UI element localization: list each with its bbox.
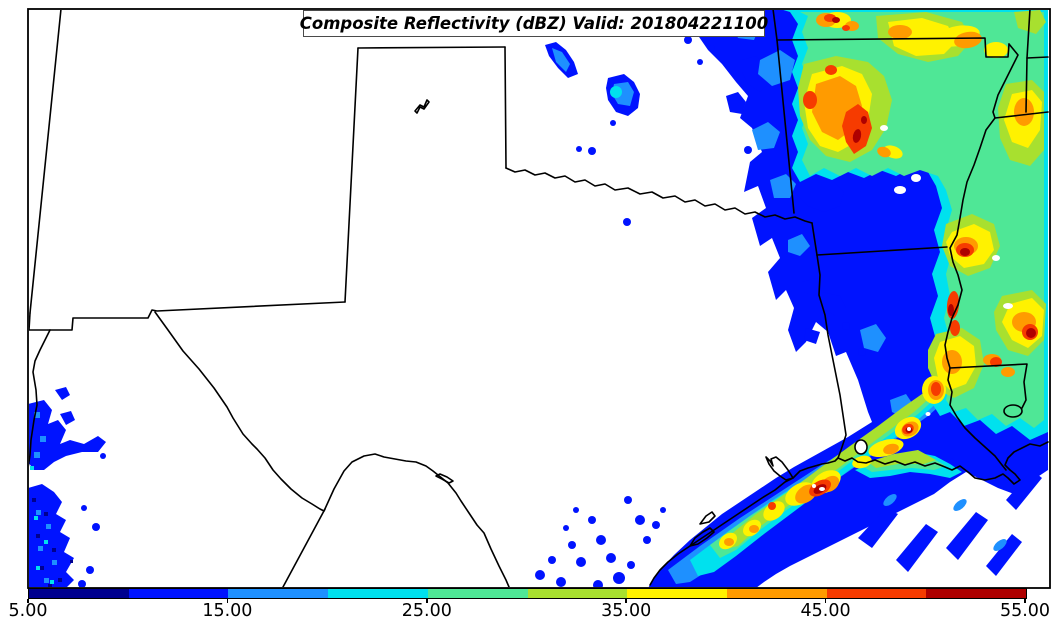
border-tx-panhandle-north [357,46,506,49]
river-mississippi [944,43,1019,471]
colorbar-tick-label: 35.00 [601,601,652,621]
colorbar [28,588,1027,599]
border-mx-chih-coah [282,508,326,587]
river-rio-grande [154,311,510,587]
title-box: Composite Reflectivity (dBZ) Valid: 2018… [300,10,768,37]
colorbar-segment-4 [328,589,428,598]
colorbar-segment-5 [427,589,528,598]
plot-title: Composite Reflectivity (dBZ) Valid: 2018… [299,14,769,33]
colorbar-tick [1024,599,1026,603]
echo-layer-navy [32,498,73,587]
colorbar-tick [824,599,827,603]
radar-echoes [29,10,1048,587]
colorbar-tick-label: 45.00 [800,601,851,621]
border-ar-la [816,246,948,256]
colorbar-segment-7 [627,589,727,598]
bay-lavaca [699,511,716,525]
colorbar-tick [27,599,29,603]
border-tx-ar [811,222,818,256]
border-nm-west [29,10,62,314]
border-la-ms [949,363,1028,409]
colorbar-tick [226,599,229,603]
lake-pontchartrain [1003,404,1023,418]
lake-amistad [435,473,454,484]
echo-layer-over-white [812,125,1013,491]
border-mx-chih-son [29,329,51,467]
border-mo-ar [776,37,1010,58]
colorbar-tick-label: 15.00 [202,601,253,621]
lake-meredith [414,99,430,114]
colorbar-segment-9 [826,589,927,598]
border-ky-tn [1026,56,1049,59]
state-borders [29,10,1049,587]
colorbar-tick-label: 55.00 [999,601,1051,621]
river-tennessee [1025,10,1031,113]
colorbar-tick-label: 25.00 [401,601,452,621]
echo-layer-darkred [813,17,1036,494]
bay-galveston [765,456,794,481]
border-tx-panhandle-east [504,46,507,169]
river-sabine [816,254,847,459]
colorbar-segment-8 [726,589,827,598]
lake-sabine [854,439,868,455]
colorbar-segment-2 [128,589,229,598]
bay-matagorda [689,527,715,547]
colorbar-segment-6 [527,589,628,598]
border-tn-ms [994,111,1049,119]
colorbar-segment-1 [29,589,129,598]
border-nm-south [29,301,346,331]
colorbar-tick [426,599,428,603]
coast-texas [649,457,839,586]
colorbar-segment-3 [228,589,329,598]
colorbar-segment-10 [926,589,1027,598]
river-red [505,167,813,224]
coast-louisiana [837,441,1049,485]
colorbar-tick [625,599,627,603]
colorbar-tick-label: 5.00 [8,601,48,621]
border-nm-tx-east [344,47,359,303]
